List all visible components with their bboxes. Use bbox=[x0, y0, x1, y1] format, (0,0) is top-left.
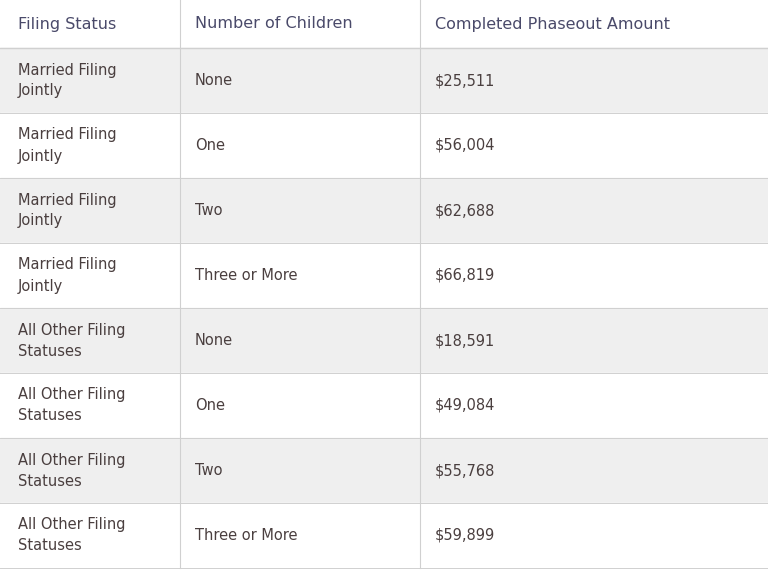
Bar bbox=[0, 243, 768, 308]
Text: $59,899: $59,899 bbox=[435, 528, 495, 543]
Text: None: None bbox=[195, 73, 233, 88]
Text: All Other Filing
Statuses: All Other Filing Statuses bbox=[18, 323, 125, 359]
Text: All Other Filing
Statuses: All Other Filing Statuses bbox=[18, 452, 125, 488]
Bar bbox=[0, 308, 768, 373]
Text: Number of Children: Number of Children bbox=[195, 17, 353, 32]
Bar bbox=[0, 373, 768, 438]
Text: $25,511: $25,511 bbox=[435, 73, 495, 88]
Text: $18,591: $18,591 bbox=[435, 333, 495, 348]
Bar bbox=[0, 178, 768, 243]
Text: None: None bbox=[195, 333, 233, 348]
Text: Married Filing
Jointly: Married Filing Jointly bbox=[18, 127, 117, 164]
Text: Married Filing
Jointly: Married Filing Jointly bbox=[18, 192, 117, 228]
Text: Three or More: Three or More bbox=[195, 268, 297, 283]
Bar bbox=[0, 438, 768, 503]
Bar bbox=[0, 113, 768, 178]
Text: $49,084: $49,084 bbox=[435, 398, 495, 413]
Text: Two: Two bbox=[195, 203, 223, 218]
Text: Two: Two bbox=[195, 463, 223, 478]
Text: Three or More: Three or More bbox=[195, 528, 297, 543]
Text: $66,819: $66,819 bbox=[435, 268, 495, 283]
Bar bbox=[0, 503, 768, 568]
Bar bbox=[0, 0, 768, 48]
Text: $62,688: $62,688 bbox=[435, 203, 495, 218]
Text: $56,004: $56,004 bbox=[435, 138, 495, 153]
Text: Married Filing
Jointly: Married Filing Jointly bbox=[18, 258, 117, 293]
Text: Filing Status: Filing Status bbox=[18, 17, 116, 32]
Text: All Other Filing
Statuses: All Other Filing Statuses bbox=[18, 387, 125, 424]
Text: Completed Phaseout Amount: Completed Phaseout Amount bbox=[435, 17, 670, 32]
Text: One: One bbox=[195, 398, 225, 413]
Bar bbox=[0, 48, 768, 113]
Text: Married Filing
Jointly: Married Filing Jointly bbox=[18, 63, 117, 99]
Text: One: One bbox=[195, 138, 225, 153]
Text: All Other Filing
Statuses: All Other Filing Statuses bbox=[18, 518, 125, 553]
Text: $55,768: $55,768 bbox=[435, 463, 495, 478]
